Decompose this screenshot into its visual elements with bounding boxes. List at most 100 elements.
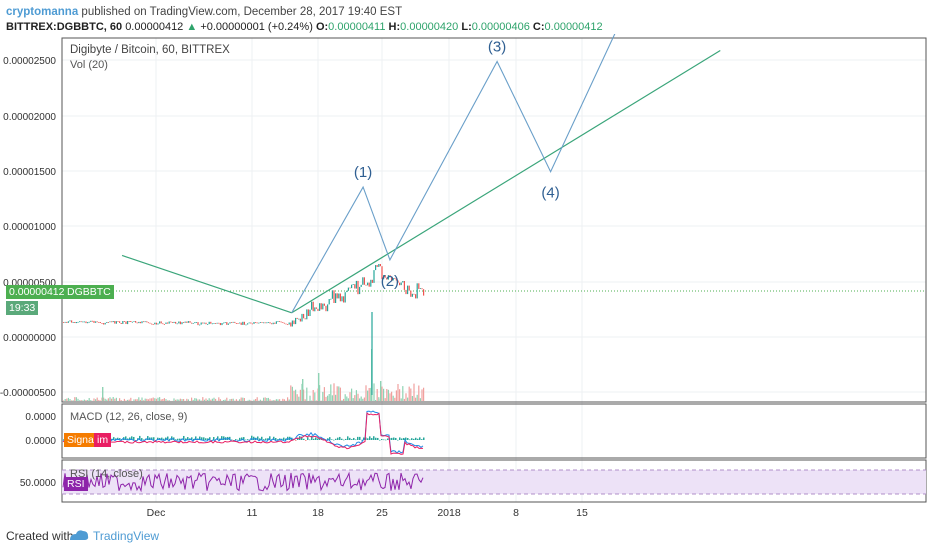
candle xyxy=(192,323,194,324)
candle xyxy=(138,321,140,324)
candle xyxy=(251,323,253,325)
candle xyxy=(267,322,269,323)
macd-histogram-bar xyxy=(341,438,343,440)
candle xyxy=(139,321,141,324)
x-tick-label: 11 xyxy=(247,507,258,519)
candle xyxy=(421,288,423,290)
candle xyxy=(191,322,193,324)
macd-histogram-bar xyxy=(241,437,243,440)
volume-bar xyxy=(109,397,111,401)
volume-bar xyxy=(211,398,213,401)
candle xyxy=(245,324,247,326)
tradingview-brand[interactable]: TradingView xyxy=(93,529,160,543)
macd-histogram-bar xyxy=(135,440,137,441)
volume-bar xyxy=(344,394,346,401)
wave-path xyxy=(291,34,616,314)
x-axis-labels: Dec 11 18 25 2018 8 15 xyxy=(147,507,588,519)
macd-histogram-bar xyxy=(141,438,143,440)
candle xyxy=(264,322,266,324)
macd-histogram-bar xyxy=(301,436,303,440)
macd-histogram-bar xyxy=(191,437,193,440)
macd-histogram-bar xyxy=(147,436,149,440)
candle xyxy=(143,321,145,323)
candle xyxy=(288,322,290,325)
macd-histogram-bar xyxy=(401,438,403,440)
candle xyxy=(66,321,68,323)
last-price-tag: 0.00000412 xyxy=(6,285,68,299)
volume-bar xyxy=(290,385,292,401)
candle xyxy=(231,322,233,323)
rsi-line xyxy=(62,471,424,493)
candle xyxy=(253,322,255,324)
volume-bar xyxy=(330,384,332,401)
candle xyxy=(307,309,309,316)
volume-bar xyxy=(375,400,377,401)
candle xyxy=(351,284,353,289)
candle xyxy=(98,322,100,323)
volume-bar xyxy=(355,390,357,401)
volume-bar xyxy=(115,397,117,401)
macd-histogram-bar xyxy=(327,438,329,440)
volume-bar xyxy=(218,397,220,401)
candle xyxy=(114,321,116,324)
author-link[interactable]: cryptomanna xyxy=(6,6,79,18)
volume-bar xyxy=(256,397,258,401)
macd-histogram-bar xyxy=(187,437,189,440)
volume-bar xyxy=(111,398,113,401)
volume-bar xyxy=(394,397,396,401)
candle xyxy=(223,322,225,324)
candle xyxy=(301,313,303,322)
volume-bar xyxy=(80,400,82,401)
volume-label: Vol (20) xyxy=(70,59,108,71)
volume-bar xyxy=(255,399,257,401)
volume-bar xyxy=(141,397,143,401)
macd-histogram-bar xyxy=(131,436,133,440)
tradingview-logo-icon xyxy=(70,530,89,540)
candle xyxy=(407,285,409,295)
candle xyxy=(91,320,93,322)
candle xyxy=(79,321,81,323)
candle xyxy=(171,322,173,323)
candle xyxy=(167,322,169,324)
macd-histogram-bar xyxy=(319,438,321,440)
macd-histogram-bar xyxy=(281,438,283,440)
candle xyxy=(365,284,367,286)
macd-histogram-bar xyxy=(337,437,339,440)
candle xyxy=(107,322,109,323)
volume-bar xyxy=(304,399,306,401)
volume-bar xyxy=(397,384,399,401)
macd-histogram-bar xyxy=(363,437,365,440)
macd-histogram-bar xyxy=(127,438,129,440)
macd-histogram-bar xyxy=(153,437,155,440)
volume-bar xyxy=(275,399,277,401)
publish-line: cryptomanna published on TradingView.com… xyxy=(6,6,402,18)
candle xyxy=(205,322,207,325)
macd-histogram-bar xyxy=(183,435,185,440)
candle xyxy=(141,321,143,324)
candle xyxy=(187,321,189,323)
macd-histogram-bar xyxy=(361,439,363,441)
candle xyxy=(203,322,205,324)
macd-histogram-bar xyxy=(247,439,249,440)
volume-bar xyxy=(98,399,100,401)
macd-histogram-bar xyxy=(267,438,269,440)
y-tick-label: 0.00002500 xyxy=(3,56,56,67)
candle xyxy=(339,293,341,302)
macd-histogram-bar xyxy=(283,437,285,440)
candle xyxy=(103,323,105,325)
macd-histogram-bar xyxy=(375,437,377,440)
candle xyxy=(315,307,317,309)
y-tick-label: 0.00001500 xyxy=(3,167,56,178)
volume-bar xyxy=(413,383,415,401)
volume-bar xyxy=(223,400,225,401)
open-label: O: xyxy=(315,21,329,33)
volume-bar xyxy=(192,399,194,401)
macd-histogram-bar xyxy=(411,438,413,440)
volume-bar xyxy=(407,397,409,401)
macd-histogram-bar xyxy=(173,437,175,440)
candle xyxy=(232,321,234,323)
volume-bar xyxy=(167,400,169,401)
chart-canvas[interactable]: (1)(2)(3)(4)(5) 0.000025000.000020000.00… xyxy=(0,34,932,522)
volume-bar xyxy=(106,399,108,401)
candle xyxy=(227,323,229,325)
